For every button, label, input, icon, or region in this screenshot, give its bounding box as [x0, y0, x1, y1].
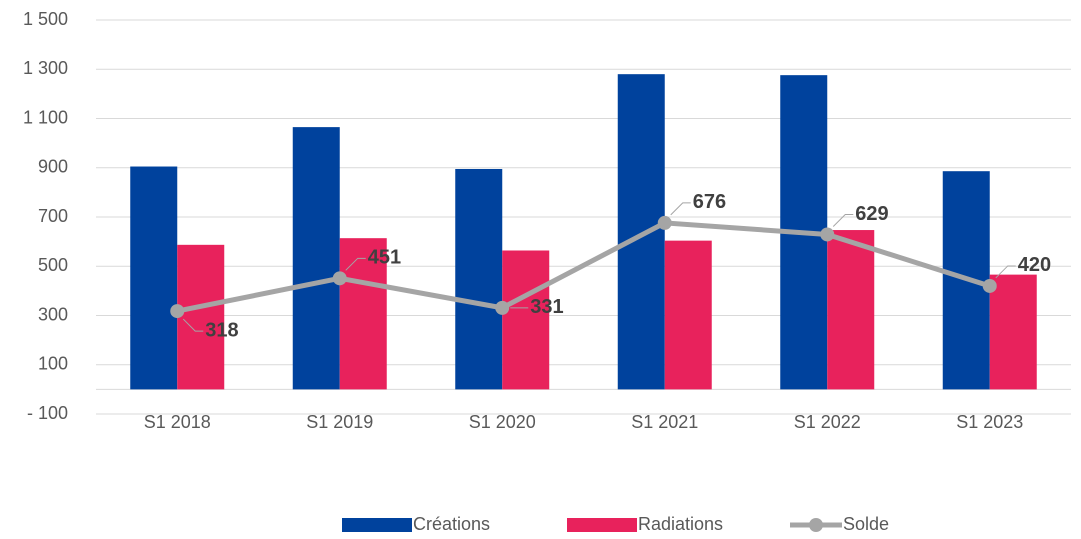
x-tick-label: S1 2019 [306, 412, 373, 432]
data-label: 676 [693, 191, 726, 213]
bar [664, 240, 712, 390]
data-label: 629 [855, 203, 888, 225]
y-tick-label: 700 [38, 206, 68, 226]
legend-label: Radiations [638, 514, 723, 534]
data-label: 331 [530, 296, 563, 318]
legend-label: Créations [413, 514, 490, 534]
bar [177, 244, 225, 390]
leader-line [345, 257, 366, 271]
y-tick-label: 500 [38, 255, 68, 275]
bar [455, 168, 503, 390]
data-label: 318 [205, 319, 238, 341]
legend-swatch [567, 518, 637, 532]
leader-line [832, 213, 854, 227]
line [176, 220, 991, 314]
x-tick-label: S1 2020 [469, 412, 536, 432]
data-label: 420 [1018, 254, 1051, 276]
bar [130, 166, 178, 390]
line-marker [495, 300, 510, 315]
x-tick-label: S1 2021 [631, 412, 698, 432]
legend-swatch [342, 518, 412, 532]
y-tick-label: 1 500 [23, 9, 68, 29]
bar [989, 274, 1037, 390]
line-marker [657, 215, 672, 230]
bar [827, 230, 875, 390]
y-tick-label: 1 300 [23, 58, 68, 78]
bar [617, 74, 665, 390]
x-tick-label: S1 2018 [144, 412, 211, 432]
x-tick-label: S1 2023 [956, 412, 1023, 432]
leader-line [670, 202, 691, 216]
line-marker [820, 227, 835, 242]
x-tick-label: S1 2022 [794, 412, 861, 432]
leader-line [995, 265, 1016, 279]
legend-label: Solde [843, 514, 889, 534]
y-tick-label: - 100 [27, 403, 68, 423]
line-marker [332, 271, 347, 286]
leader-line [182, 318, 204, 332]
y-tick-label: 900 [38, 157, 68, 177]
bar [502, 250, 550, 390]
data-label: 451 [368, 247, 401, 269]
line-marker [982, 278, 997, 293]
y-tick-label: 100 [38, 354, 68, 374]
y-tick-label: 1 100 [23, 107, 68, 127]
y-tick-label: 300 [38, 304, 68, 324]
bar [292, 127, 340, 390]
bar [339, 238, 387, 390]
legend-marker [809, 518, 823, 532]
line-marker [170, 304, 185, 319]
